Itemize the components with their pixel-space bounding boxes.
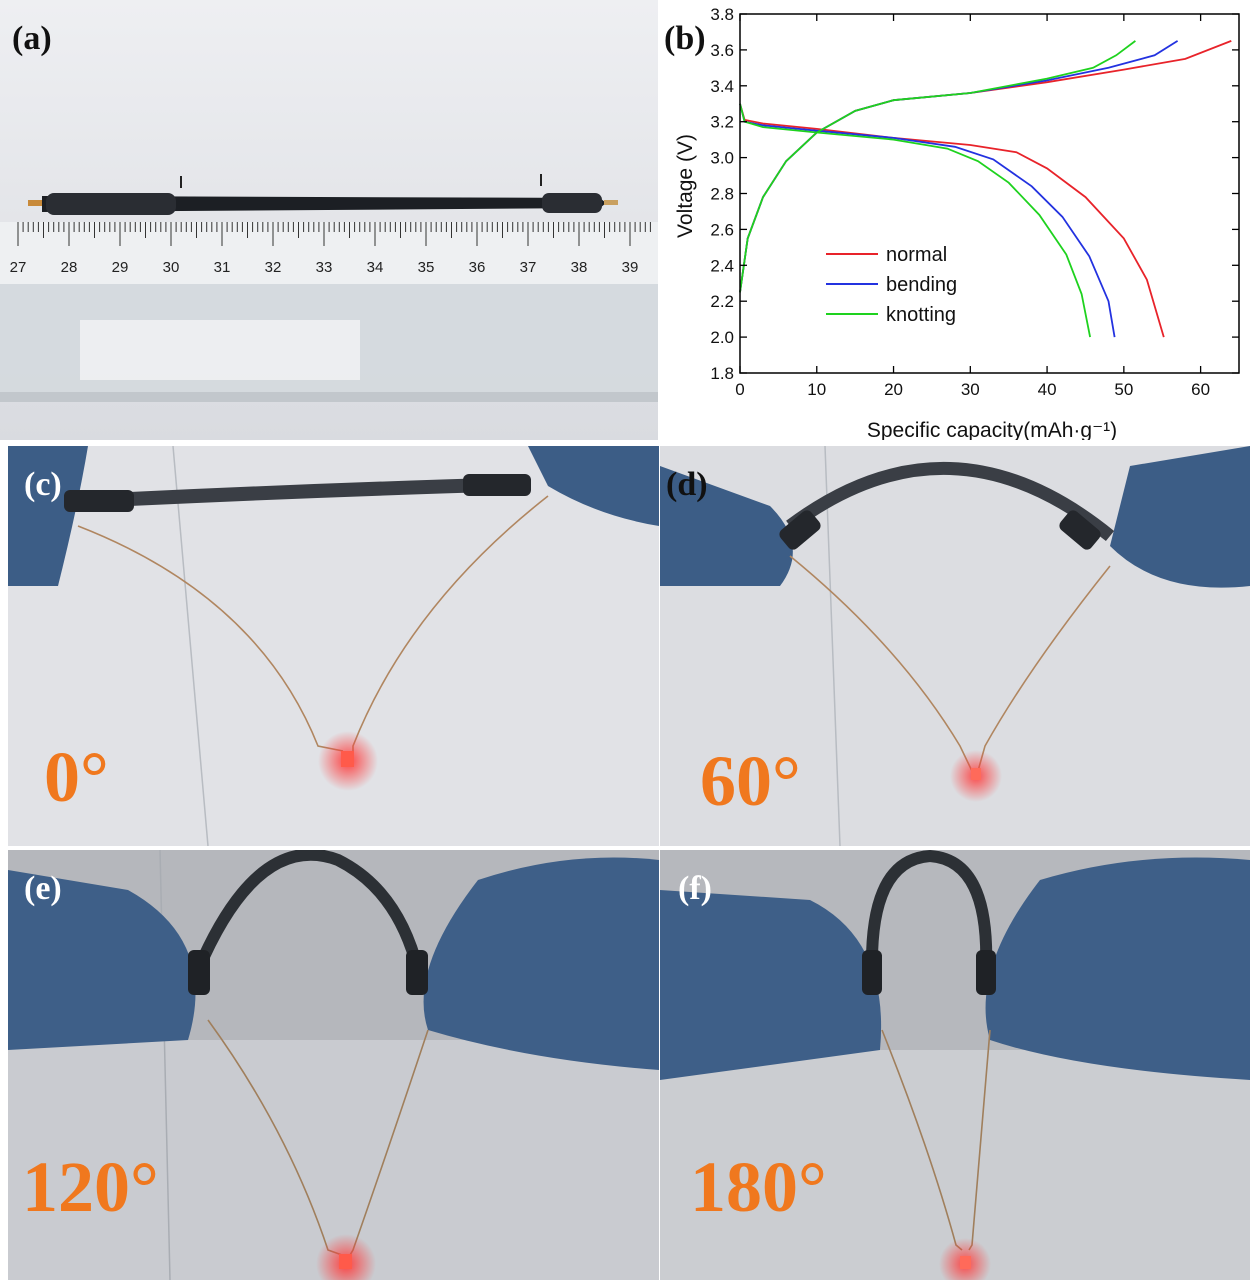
angle-label-0: 0° xyxy=(44,737,109,817)
series-normal-discharge xyxy=(739,103,1165,338)
x-tick-label: 0 xyxy=(735,380,744,399)
voltage-capacity-chart: 0 10 20 30 40 50 60 1.8 2.0 2.2 2.4 2.6 2.8 3.0 3.2 3.4… xyxy=(674,5,1240,440)
ruler-tick-label: 37 xyxy=(520,259,537,276)
ruler-tick-label: 36 xyxy=(469,259,486,276)
y-tick-label: 2.6 xyxy=(710,220,734,239)
panel-c-label: (c) xyxy=(24,466,62,503)
led-demo-0deg xyxy=(8,446,659,846)
angle-label-120: 120° xyxy=(22,1147,159,1227)
legend-label-normal: normal xyxy=(886,244,947,266)
panel-d-photo: (d) 60° xyxy=(660,446,1250,846)
ruler-tick-label: 29 xyxy=(112,259,129,276)
x-tick-label: 50 xyxy=(1114,380,1133,399)
panel-f-photo: (f) 180° xyxy=(660,850,1250,1280)
series-bending-charge xyxy=(739,40,1179,293)
ruler-tick-label: 35 xyxy=(418,259,435,276)
angle-label-60: 60° xyxy=(700,741,801,821)
y-tick-label: 2.2 xyxy=(710,292,734,311)
ruler-tick-label: 38 xyxy=(571,259,588,276)
y-tick-label: 2.8 xyxy=(710,185,734,204)
ruler-tick-label: 32 xyxy=(265,259,282,276)
panel-e-photo: (e) 120° xyxy=(8,850,659,1280)
panel-a-photo: 27 28 29 30 31 32 33 34 35 36 37 38 39 (a) xyxy=(0,0,658,440)
panel-d-label: (d) xyxy=(666,466,708,503)
y-tick-label: 1.8 xyxy=(710,364,734,383)
led-demo-180deg xyxy=(660,850,1250,1280)
y-tick-label: 3.4 xyxy=(710,77,734,96)
y-tick-label: 3.2 xyxy=(710,113,734,132)
panel-c-photo: (c) 0° xyxy=(8,446,659,846)
series-bending-discharge xyxy=(739,103,1116,338)
angle-label-180: 180° xyxy=(690,1147,827,1227)
panel-b-chart: 0 10 20 30 40 50 60 1.8 2.0 2.2 2.4 2.6 2.8 3.0 3.2 3.4… xyxy=(658,0,1250,440)
fiber-battery-ruler-photo: 27 28 29 30 31 32 33 34 35 36 37 38 39 xyxy=(0,0,658,440)
x-tick-label: 10 xyxy=(807,380,826,399)
series-knotting-discharge xyxy=(739,103,1091,338)
panel-a-label: (a) xyxy=(12,20,52,57)
ruler-tick-label: 30 xyxy=(163,259,180,276)
panel-e-label: (e) xyxy=(24,870,62,907)
plot-frame xyxy=(739,13,1240,374)
y-tick-label: 3.6 xyxy=(710,41,734,60)
panel-b-label: (b) xyxy=(664,20,706,57)
ruler-tick-label: 31 xyxy=(214,259,231,276)
y-tick-label: 2.0 xyxy=(710,328,734,347)
ruler-tick-label: 27 xyxy=(10,259,27,276)
panel-f-label: (f) xyxy=(678,870,712,907)
y-axis-label: Voltage (V) xyxy=(674,134,697,238)
y-tick-label: 3.8 xyxy=(710,5,734,24)
x-axis-label: Specific capacity(mAh·g⁻¹) xyxy=(867,419,1117,440)
ruler-tick-label: 39 xyxy=(622,259,639,276)
x-tick-label: 30 xyxy=(961,380,980,399)
y-tick-label: 2.4 xyxy=(710,256,734,275)
ruler-tick-label: 34 xyxy=(367,259,384,276)
ruler-tick-label: 33 xyxy=(316,259,333,276)
legend-label-knotting: knotting xyxy=(886,304,956,326)
led-demo-120deg xyxy=(8,850,659,1280)
led-demo-60deg xyxy=(660,446,1250,846)
x-tick-label: 20 xyxy=(884,380,903,399)
ruler-tick-label: 28 xyxy=(61,259,78,276)
y-tick-label: 3.0 xyxy=(710,149,734,168)
series-knotting-charge xyxy=(739,40,1136,293)
x-tick-label: 40 xyxy=(1038,380,1057,399)
x-tick-label: 60 xyxy=(1191,380,1210,399)
legend-label-bending: bending xyxy=(886,274,957,296)
